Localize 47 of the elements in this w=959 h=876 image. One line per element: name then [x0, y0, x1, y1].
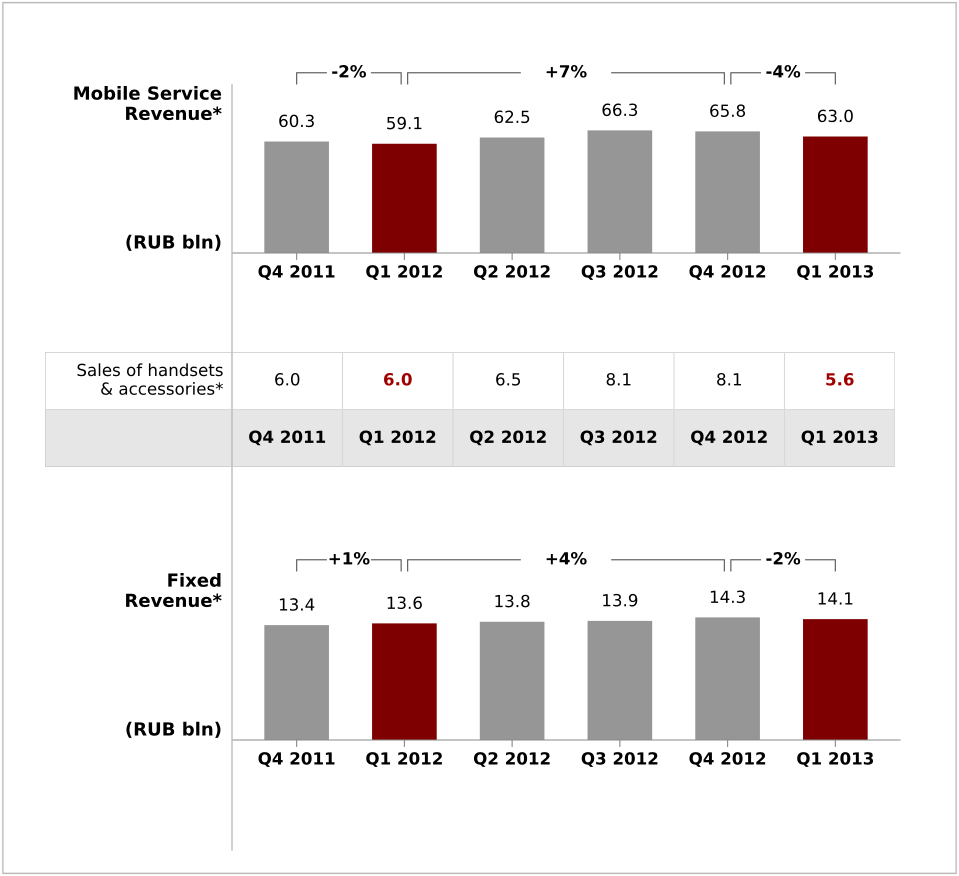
x-tick-label: Q2 2012: [474, 752, 550, 767]
data-label: 6.5: [496, 372, 520, 386]
y-axis-title: (RUB bln): [126, 722, 220, 738]
data-label: 6.0: [384, 372, 412, 386]
x-tick-label: Q4 2011: [258, 265, 334, 280]
data-label: 6.0: [275, 372, 300, 386]
x-tick-label: Q1 2012: [366, 265, 442, 280]
data-label: 59.1: [387, 116, 422, 130]
category-label: Q4 2012: [691, 430, 767, 446]
data-label: 8.1: [717, 372, 741, 386]
y-axis-title: (RUB bln): [126, 234, 220, 251]
chart-title: Fixed Revenue*: [126, 572, 222, 608]
x-tick-label: Q4 2012: [689, 752, 766, 767]
data-label: 13.8: [495, 594, 530, 608]
data-label: 14.3: [710, 590, 745, 604]
x-tick-label: Q2 2012: [474, 265, 550, 280]
data-label: 13.6: [388, 596, 422, 610]
x-tick-label: Q1 2012: [366, 752, 442, 767]
category-label: Q1 2013: [802, 430, 878, 446]
data-label: 13.9: [603, 594, 638, 607]
x-tick-label: Q4 2012: [689, 265, 766, 280]
data-label: 65.8: [710, 104, 746, 118]
data-label: 13.4: [280, 598, 314, 611]
data-label: 8.1: [606, 372, 630, 386]
text: +4%: [546, 552, 587, 565]
x-tick-label: Q4 2011: [258, 752, 334, 767]
text: -2%: [766, 552, 800, 565]
data-label: 5.6: [826, 372, 854, 386]
data-label: 62.5: [494, 110, 530, 124]
x-tick-label: Q3 2012: [582, 752, 658, 767]
text: +1%: [330, 552, 370, 565]
x-tick-label: Q1 2013: [797, 752, 874, 767]
text: +7%: [546, 65, 587, 78]
data-label: 14.1: [818, 592, 852, 605]
text: -2%: [332, 65, 366, 78]
category-label: Q4 2011: [249, 430, 326, 446]
text: Sales of handsets & accessories*: [78, 363, 223, 395]
category-label: Q3 2012: [580, 430, 656, 446]
data-label: 60.3: [279, 114, 314, 128]
data-label: 66.3: [602, 103, 638, 116]
x-tick-label: Q3 2012: [582, 265, 658, 280]
data-label: 63.0: [818, 110, 853, 122]
x-tick-label: Q1 2013: [797, 265, 874, 280]
category-label: Q2 2012: [470, 430, 546, 446]
chart-title: Mobile Service Revenue*: [74, 86, 222, 120]
text: -4%: [766, 65, 800, 78]
category-label: Q1 2012: [360, 430, 436, 446]
